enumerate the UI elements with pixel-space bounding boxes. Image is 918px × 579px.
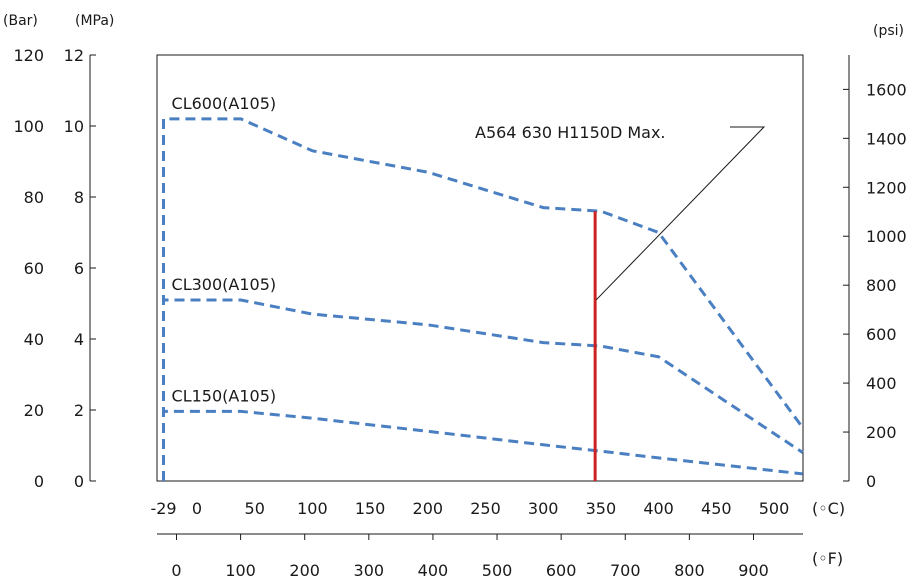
bar-tick-label: 40: [24, 330, 44, 349]
fahrenheit-tick-label: 200: [289, 561, 320, 579]
fahrenheit-tick-label: 400: [418, 561, 449, 579]
fahrenheit-tick-label: 600: [546, 561, 577, 579]
fahrenheit-tick-label: 800: [674, 561, 705, 579]
annotation-text: A564 630 H1150D Max.: [475, 123, 666, 142]
fahrenheit-tick-label: 100: [225, 561, 256, 579]
series-line: [162, 117, 805, 481]
series-label: CL300(A105): [172, 275, 277, 294]
psi-tick-label: 200: [866, 423, 897, 442]
psi-tick-label: 600: [866, 325, 897, 344]
celsius-unit-label: (◦C): [812, 499, 845, 518]
series-line: [162, 298, 804, 481]
celsius-tick-label: 400: [643, 499, 674, 518]
series-line: [162, 409, 803, 481]
psi-tick-label: 800: [866, 276, 897, 295]
mpa-tick-label: 8: [74, 188, 84, 207]
mpa-unit-label: (MPa): [75, 13, 114, 29]
psi-tick-label: 1200: [866, 178, 907, 197]
series-layer: CL600(A105) CL300(A105) CL150(A105): [162, 94, 805, 481]
celsius-tick-label: -29: [150, 499, 176, 518]
fahrenheit-tick-label: 300: [354, 561, 385, 579]
plot-frame: [156, 54, 804, 482]
series-label: CL600(A105): [172, 94, 277, 113]
bar-tick-label: 60: [24, 259, 44, 278]
celsius-tick-label: 250: [470, 499, 501, 518]
celsius-tick-label: 150: [355, 499, 386, 518]
celsius-tick-label: 100: [297, 499, 328, 518]
annotation-layer: A564 630 H1150D Max.: [475, 123, 766, 481]
psi-tick-label: 0: [866, 472, 876, 491]
bar-tick-label: 20: [24, 401, 44, 420]
fahrenheit-tick-label: 700: [610, 561, 641, 579]
mpa-tick-label: 12: [64, 46, 84, 65]
fahrenheit-tick-label: 500: [482, 561, 513, 579]
celsius-tick-label: 300: [528, 499, 559, 518]
celsius-tick-label: 0: [192, 499, 202, 518]
bar-unit-label: (Bar): [3, 13, 38, 29]
bar-tick-label: 100: [13, 117, 44, 136]
psi-tick-label: 400: [866, 374, 897, 393]
celsius-tick-label: 450: [701, 499, 732, 518]
series-label: CL150(A105): [172, 386, 277, 405]
mpa-tick-label: 6: [74, 259, 84, 278]
annotation-leader-line: [595, 126, 766, 301]
psi-tick-label: 1600: [866, 80, 907, 99]
temperature-axes: -29 0 50 100 150 200 250 300 350 400 450 500 0 100 200…: [150, 499, 803, 579]
psi-axis: 0 200 400 600 800 1000 1200 1400 1600: [843, 55, 907, 491]
psi-tick-label: 1400: [866, 129, 907, 148]
bar-tick-label: 80: [24, 188, 44, 207]
fahrenheit-tick-label: 900: [738, 561, 769, 579]
mpa-tick-label: 10: [64, 117, 84, 136]
psi-tick-label: 1000: [866, 227, 907, 246]
mpa-tick-label: 2: [74, 401, 84, 420]
celsius-tick-label: 200: [413, 499, 444, 518]
fahrenheit-unit-label: (◦F): [812, 549, 843, 568]
bar-tick-label: 120: [13, 46, 44, 65]
mpa-tick-label: 4: [74, 330, 84, 349]
celsius-tick-label: 350: [586, 499, 617, 518]
fahrenheit-tick-label: 0: [171, 561, 181, 579]
psi-unit-label: (psi): [873, 23, 904, 39]
celsius-tick-label: 50: [245, 499, 265, 518]
celsius-tick-label: 500: [759, 499, 790, 518]
bar-tick-label: 0: [34, 472, 44, 491]
mpa-tick-label: 0: [74, 472, 84, 491]
